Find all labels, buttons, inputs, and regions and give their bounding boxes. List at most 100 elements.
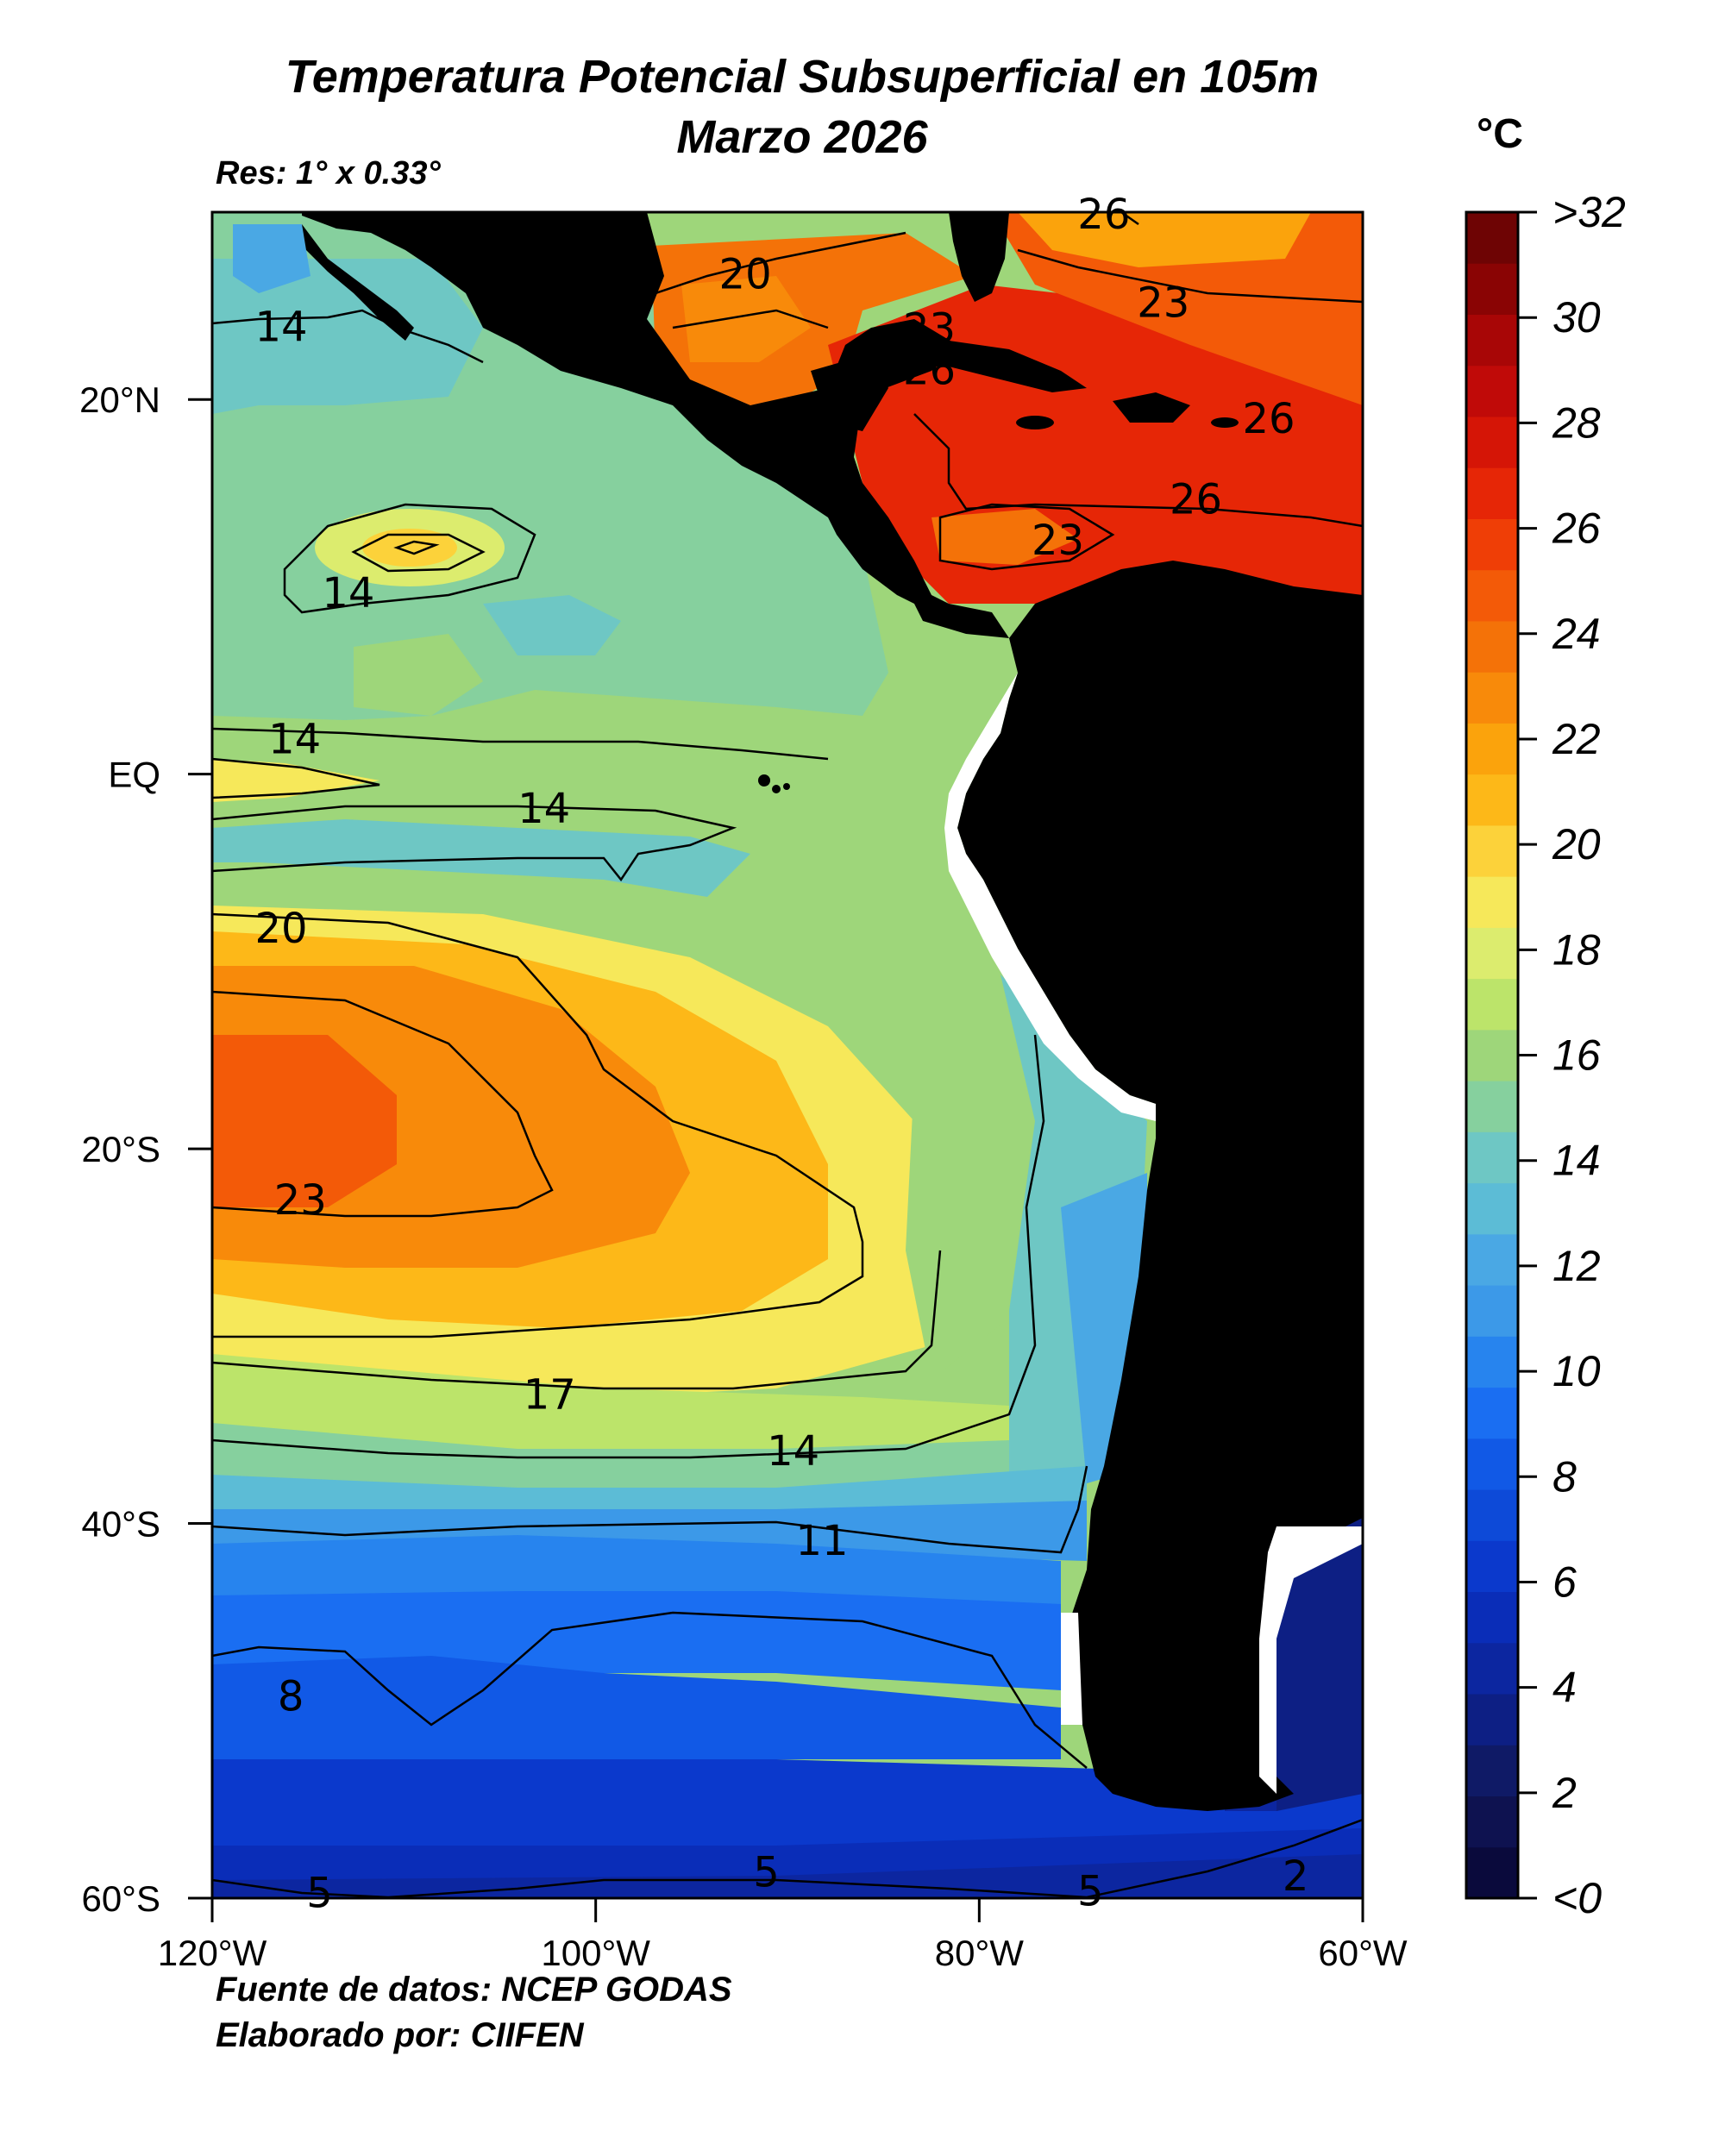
colorbar-swatch	[1466, 263, 1518, 315]
x-tick-label: 100°W	[541, 1933, 650, 1973]
colorbar-label: >32	[1552, 188, 1626, 236]
colorbar-label: 8	[1552, 1452, 1577, 1501]
land-yucatan	[811, 354, 888, 431]
resolution-label: Res: 1° x 0.33°	[216, 155, 441, 191]
colorbar-label: 6	[1552, 1557, 1577, 1606]
field-band-7	[212, 1759, 1363, 1854]
contour-label: 8	[278, 1672, 304, 1720]
field-humboldt-green	[888, 931, 1035, 1380]
colorbar-swatch	[1466, 824, 1518, 877]
land-north-central-america	[302, 212, 1009, 638]
contour-label: 23	[274, 1176, 327, 1225]
land-hispaniola	[1113, 392, 1190, 423]
contour-14-loop	[283, 503, 536, 614]
field-se-warm-pool-core	[212, 1035, 397, 1207]
contour-label: 23	[903, 305, 956, 354]
colorbar-swatch	[1466, 1694, 1518, 1745]
contour-lines	[212, 212, 1363, 1898]
x-tick-label: 80°W	[935, 1933, 1025, 1973]
colorbar-swatch	[1466, 1029, 1518, 1081]
colorbar-swatch	[1466, 1081, 1518, 1132]
colorbar-swatch	[1466, 314, 1518, 367]
author-credit: Elaborado por: CIIFEN	[216, 2016, 584, 2054]
colorbar-swatch	[1466, 927, 1518, 980]
contour-label: 5	[1077, 1867, 1104, 1915]
field-caribbean-warm-core	[932, 509, 1078, 565]
colorbar-label: 30	[1552, 293, 1601, 342]
contour-label: 26	[1077, 191, 1130, 239]
colorbar-label: 18	[1552, 925, 1601, 974]
colorbar-unit: °C	[1477, 111, 1523, 157]
colorbar-swatch	[1466, 365, 1518, 417]
land-south-america	[957, 561, 1363, 1811]
colorbar-swatch	[1466, 1336, 1518, 1388]
contour-5-south	[212, 1818, 1363, 1898]
field-band-8	[212, 1656, 1061, 1768]
field-atlantic-north-cool	[1018, 212, 1311, 267]
colorbar-swatch	[1466, 876, 1518, 928]
contour-label: 14	[767, 1427, 819, 1476]
colorbar-swatch	[1466, 620, 1518, 673]
colorbar-swatch	[1466, 774, 1518, 826]
colorbar-swatch	[1466, 569, 1518, 622]
field-nw-cool	[212, 259, 483, 414]
colorbar-swatch	[1466, 1438, 1518, 1490]
contour-23-caribbean	[938, 503, 1115, 571]
colorbar-swatch	[1466, 1233, 1518, 1286]
land-galapagos-1	[758, 774, 770, 787]
colorbar-swatch	[1466, 1131, 1518, 1184]
colorbar-label: 26	[1552, 505, 1601, 553]
contour-14-mid	[212, 727, 829, 761]
contour-20-eddy	[393, 540, 440, 555]
colorbar-label: 16	[1552, 1031, 1601, 1080]
map-subtitle: Marzo 2026	[676, 111, 928, 163]
colorbar-label: 14	[1552, 1137, 1601, 1185]
contour-label: 5	[306, 1869, 333, 1917]
contour-label: 11	[795, 1517, 848, 1565]
contour-label: 20	[255, 905, 308, 953]
land-cuba	[897, 341, 1087, 392]
contour-14-south	[212, 1034, 1045, 1459]
x-tick-label: 60°W	[1318, 1933, 1408, 1973]
contour-26-caribbean	[913, 413, 1363, 528]
contour-20	[212, 912, 864, 1338]
contour-26-north	[1120, 212, 1139, 226]
contour-label: 17	[524, 1371, 576, 1420]
contour-label: 14	[518, 785, 570, 833]
field-band-12	[212, 1466, 1087, 1518]
contour-label: 26	[1243, 395, 1295, 443]
contour-14-north	[212, 309, 484, 364]
contour-8	[212, 1611, 1088, 1769]
colorbar-swatch	[1466, 212, 1518, 264]
colorbar-label: 2	[1552, 1769, 1577, 1817]
colorbar-swatch	[1466, 518, 1518, 571]
y-tick-label: 60°S	[81, 1878, 160, 1919]
colorbar-label: 12	[1552, 1242, 1601, 1290]
contour-label: 20	[719, 251, 772, 299]
colorbar-swatch	[1466, 1796, 1518, 1848]
contour-23	[212, 990, 554, 1218]
land-galapagos-2	[772, 785, 781, 793]
field-drake-cold	[1276, 1501, 1363, 1811]
contour-11	[212, 1465, 1088, 1554]
y-tick-label: 20°N	[79, 379, 160, 420]
land-puerto-rico	[1211, 417, 1239, 428]
colorbar-label: 28	[1552, 398, 1601, 447]
colorbar-swatch	[1466, 1745, 1518, 1797]
field-band-5	[212, 1854, 1363, 1898]
colorbar-swatch	[1466, 416, 1518, 468]
colorbar-swatch	[1466, 467, 1518, 519]
contour-label: 5	[753, 1849, 780, 1897]
colorbar-swatch	[1466, 1642, 1518, 1695]
contour-label: 26	[903, 346, 956, 394]
x-tick-label: 120°W	[158, 1933, 267, 1973]
contour-17-eddy	[351, 533, 486, 573]
colorbar-label: <0	[1552, 1874, 1602, 1922]
contour-label: 26	[1170, 475, 1222, 523]
colorbar-swatch	[1466, 1846, 1518, 1899]
colorbar-swatch	[1466, 1285, 1518, 1337]
plot-frame	[210, 210, 1364, 1900]
contour-label: 2	[1283, 1852, 1309, 1901]
